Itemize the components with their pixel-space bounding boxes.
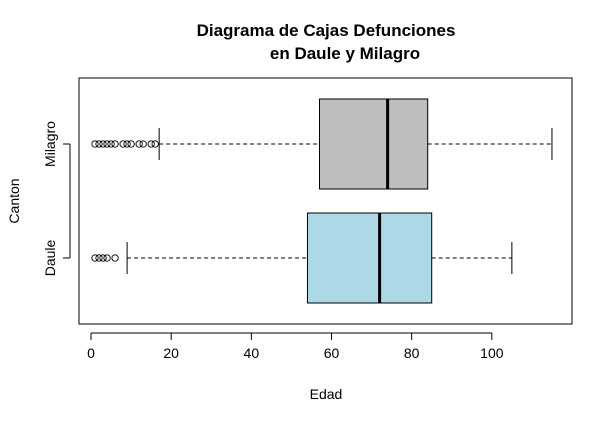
x-tick-label: 60 — [324, 345, 340, 361]
y-tick-label: Daule — [42, 240, 58, 277]
y-axis-label: Canton — [6, 178, 22, 223]
y-axis: Daule Milagro — [42, 121, 71, 277]
outlier-point-milagro — [91, 140, 99, 148]
outlier-point-milagro — [99, 140, 107, 148]
outlier-point-milagro — [147, 140, 155, 148]
x-axis: 0 20 40 60 80 100 — [87, 332, 504, 361]
outlier-point-daule — [91, 254, 99, 262]
x-tick-label: 80 — [404, 345, 420, 361]
outlier-point-milagro — [119, 140, 127, 148]
chart-title-line2: en Daule y Milagro — [270, 44, 420, 63]
outlier-point-milagro — [111, 140, 119, 148]
outlier-point-daule — [99, 254, 107, 262]
iqr-box-daule — [306, 212, 433, 304]
x-tick-label: 20 — [163, 345, 179, 361]
x-tick-label: 0 — [87, 345, 95, 361]
outlier-point-milagro — [151, 140, 159, 148]
outlier-point-daule — [95, 254, 103, 262]
outlier-point-milagro — [95, 140, 103, 148]
outlier-point-milagro — [127, 140, 135, 148]
plot-frame — [78, 77, 573, 325]
outlier-point-daule — [103, 254, 111, 262]
x-axis-label: Edad — [310, 386, 343, 402]
x-tick-label: 100 — [480, 345, 504, 361]
chart-title: Diagrama de Cajas Defunciones — [197, 21, 456, 40]
iqr-box-milagro — [318, 98, 429, 190]
x-tick-label: 40 — [244, 345, 260, 361]
boxes-group — [91, 98, 553, 304]
outlier-point-milagro — [139, 140, 147, 148]
box-milagro — [91, 98, 553, 190]
outlier-point-daule — [111, 254, 119, 262]
outlier-point-milagro — [103, 140, 111, 148]
box-daule — [91, 212, 513, 304]
outlier-point-milagro — [107, 140, 115, 148]
outlier-point-milagro — [135, 140, 143, 148]
outlier-point-milagro — [123, 140, 131, 148]
y-tick-label: Milagro — [42, 121, 58, 167]
